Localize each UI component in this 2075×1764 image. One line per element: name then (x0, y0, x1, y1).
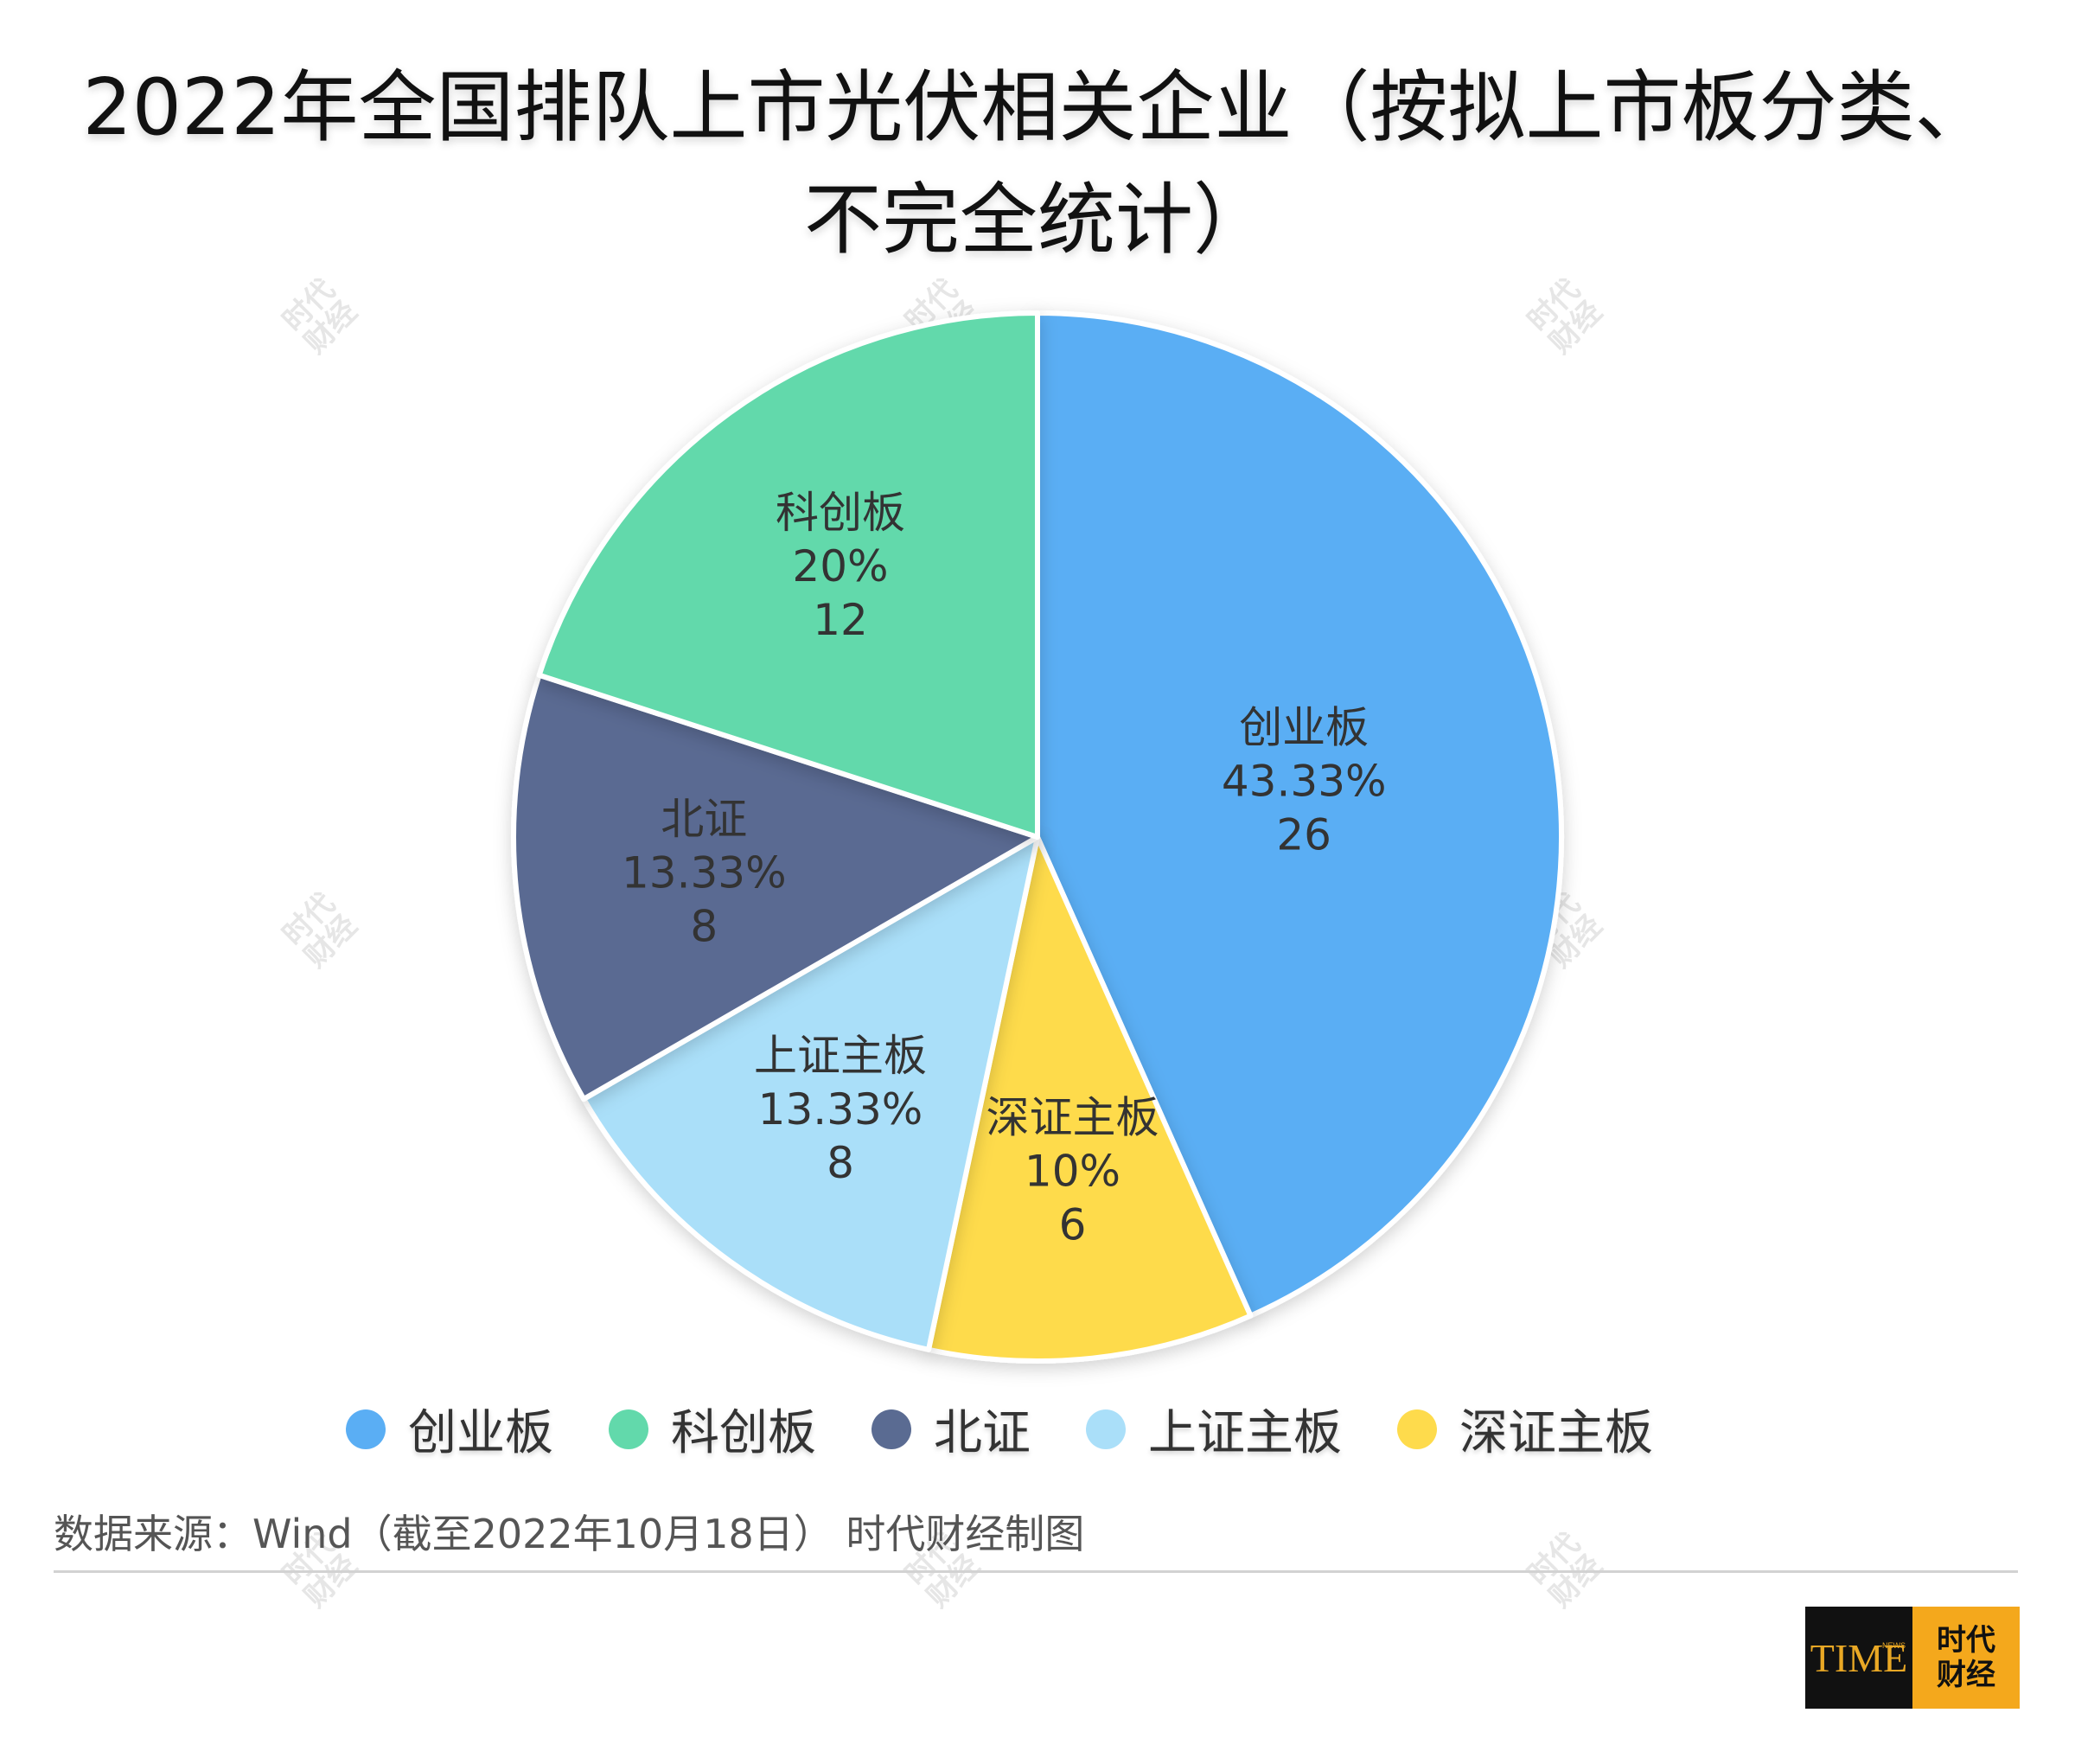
logo-brand-line-1: 时代 (1937, 1623, 1995, 1658)
pie-slice (926, 834, 1254, 1364)
legend-swatch (872, 1409, 911, 1449)
legend-label: 科创板 (671, 1405, 816, 1461)
legend-label: 深证主板 (1459, 1405, 1653, 1461)
slice-label-name: 科创板 (776, 488, 905, 538)
legend-item: 上证主板 (1086, 1394, 1342, 1464)
logo-time-text: TIME (1810, 1635, 1908, 1680)
legend-label: 北证 (934, 1405, 1031, 1461)
footer-divider (54, 1570, 2018, 1573)
chart-title-line-1: 2022年全国排队上市光伏相关企业（按拟上市板分类、 (82, 62, 1993, 153)
slice-label-name: 创业板 (1239, 703, 1369, 753)
legend-swatch (609, 1409, 648, 1449)
time-news-logo: TIME NEWS 时代 财经 (1805, 1607, 2020, 1709)
legend-item: 北证 (872, 1394, 1031, 1464)
legend-swatch (1086, 1409, 1126, 1449)
legend-label: 上证主板 (1148, 1405, 1342, 1461)
slice-label-percent: 13.33% (622, 848, 787, 898)
logo-time-mark: TIME NEWS (1805, 1607, 1912, 1709)
chart-title-line-2: 不完全统计） (804, 175, 1271, 265)
logo-news-text: NEWS (1882, 1641, 1906, 1650)
legend-swatch (1397, 1409, 1437, 1449)
pie-slices (511, 310, 1564, 1364)
pie-slice (1035, 310, 1564, 1319)
slice-label-percent: 10% (1025, 1147, 1120, 1197)
slice-label-percent: 20% (792, 541, 888, 591)
pie-labels: 创业板43.33%26深证主板10%6上证主板13.33%8北证13.33%8科… (622, 488, 1387, 1250)
slice-label-value: 8 (827, 1138, 854, 1188)
slice-label-value: 26 (1276, 810, 1331, 860)
slice-label-percent: 43.33% (1222, 757, 1387, 807)
pie-slice (581, 834, 1040, 1352)
legend-swatch (346, 1409, 386, 1449)
slice-label-name: 上证主板 (754, 1031, 927, 1081)
pie-slice (536, 310, 1040, 840)
chart-legend: 创业板 科创板 北证 上证主板 深证主板 (346, 1394, 1708, 1464)
logo-brand-block: 时代 财经 (1912, 1607, 2020, 1709)
legend-item: 科创板 (609, 1394, 816, 1464)
slice-label-value: 8 (690, 902, 718, 952)
slice-label-value: 12 (813, 595, 868, 645)
logo-brand-line-2: 财经 (1937, 1658, 1995, 1692)
legend-item: 深证主板 (1397, 1394, 1653, 1464)
slice-label-name: 深证主板 (986, 1093, 1159, 1143)
slice-label-value: 6 (1059, 1200, 1087, 1250)
slice-label-percent: 13.33% (758, 1084, 923, 1134)
legend-label: 创业板 (408, 1405, 553, 1461)
data-source-note: 数据来源：Wind（截至2022年10月18日） 时代财经制图 (54, 1511, 1085, 1557)
legend-item: 创业板 (346, 1394, 553, 1464)
slice-label-name: 北证 (661, 795, 747, 845)
pie-slice (511, 672, 1040, 1102)
